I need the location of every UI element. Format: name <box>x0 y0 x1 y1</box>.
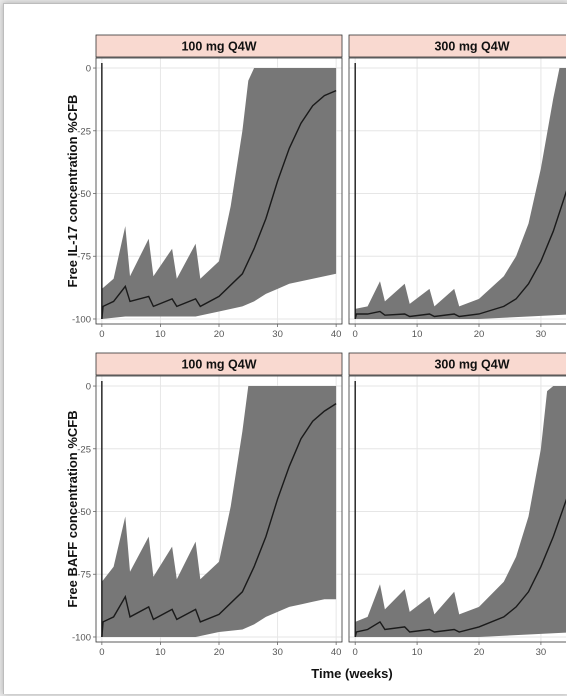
x-tick-label: 0 <box>99 329 104 340</box>
prediction-band <box>101 386 337 637</box>
panel-strip <box>95 352 343 376</box>
x-tick-label: 40 <box>331 647 342 658</box>
panel-title: 100 mg Q4W <box>181 358 256 372</box>
x-tick-label: 10 <box>412 329 423 340</box>
y-tick-label: -75 <box>77 252 91 263</box>
x-tick-label: 30 <box>272 647 283 658</box>
prediction-band <box>101 68 337 319</box>
x-axis-title: Time (weeks) <box>311 666 392 681</box>
panel: 100 mg Q4W 0 10 20 30 40 0 -25 -50 -75 -100 <box>72 34 343 340</box>
panel-title: 100 mg Q4W <box>181 40 256 54</box>
y-tick-label: 0 <box>86 64 91 75</box>
y-tick-label: -75 <box>77 570 91 581</box>
x-tick-label: 10 <box>155 647 166 658</box>
x-tick-label: 0 <box>353 329 358 340</box>
x-tick-label: 20 <box>474 647 485 658</box>
panel-strip <box>95 34 343 58</box>
y-axis-title: Free BAFF concentration %CFB <box>65 410 80 607</box>
y-tick-label: -25 <box>77 126 91 137</box>
panel: 100 mg Q4W 0 10 20 30 40 0 -25 -50 -75 -100 <box>72 352 343 658</box>
x-tick-label: 20 <box>214 329 225 340</box>
median-line <box>354 190 566 320</box>
y-tick-label: -50 <box>77 189 91 200</box>
y-tick-label: 0 <box>86 382 91 393</box>
median-line <box>101 403 337 638</box>
median-line <box>101 89 337 320</box>
x-tick-label: 0 <box>353 647 358 658</box>
x-tick-label: 40 <box>331 329 342 340</box>
panel-strip <box>348 352 566 376</box>
panel-title: 300 mg Q4W <box>434 358 509 372</box>
x-tick-label: 30 <box>536 329 547 340</box>
x-tick-label: 30 <box>272 329 283 340</box>
x-tick-label: 10 <box>155 329 166 340</box>
y-axis-title: Free IL-17 concentration %CFB <box>65 95 80 288</box>
x-tick-label: 20 <box>214 647 225 658</box>
x-tick-label: 10 <box>412 647 423 658</box>
y-tick-label: -100 <box>72 314 91 325</box>
prediction-band <box>355 386 566 637</box>
y-tick-label: -50 <box>77 507 91 518</box>
x-tick-label: 30 <box>536 647 547 658</box>
y-tick-label: -25 <box>77 444 91 455</box>
y-tick-label: -100 <box>72 632 91 643</box>
median-line <box>354 498 566 638</box>
x-tick-label: 0 <box>99 647 104 658</box>
panel-title: 300 mg Q4W <box>434 40 509 54</box>
prediction-band <box>355 68 566 319</box>
x-tick-label: 20 <box>474 329 485 340</box>
panel-strip <box>348 34 566 58</box>
